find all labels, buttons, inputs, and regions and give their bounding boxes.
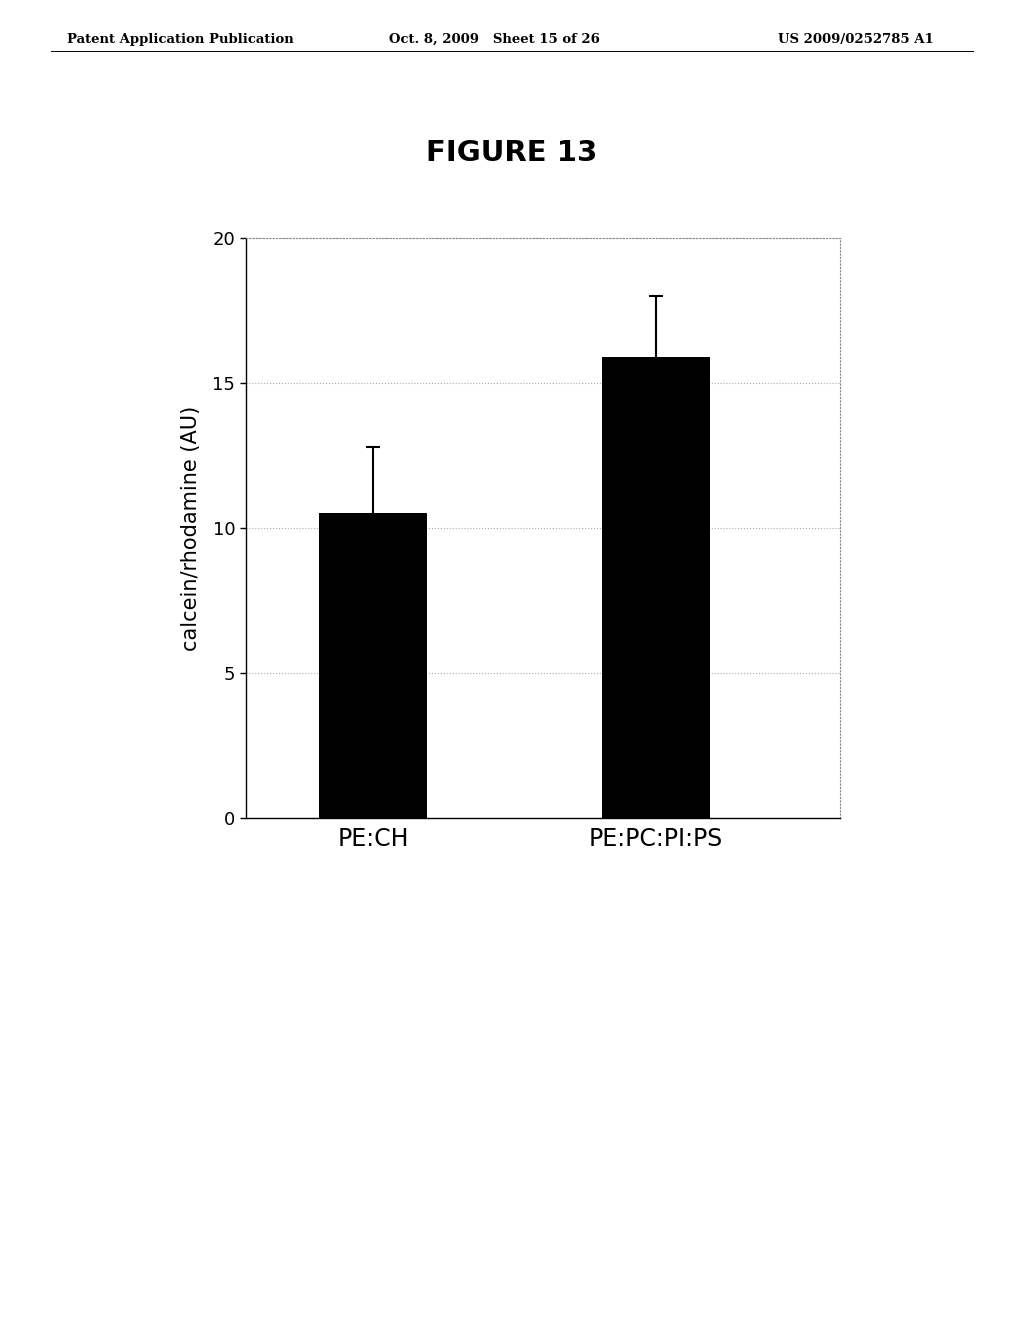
Bar xyxy=(319,513,427,818)
Text: FIGURE 13: FIGURE 13 xyxy=(426,139,598,166)
Text: Oct. 8, 2009   Sheet 15 of 26: Oct. 8, 2009 Sheet 15 of 26 xyxy=(389,33,600,46)
Bar xyxy=(602,356,710,818)
Text: Patent Application Publication: Patent Application Publication xyxy=(67,33,293,46)
Text: US 2009/0252785 A1: US 2009/0252785 A1 xyxy=(778,33,934,46)
Y-axis label: calcein/rhodamine (AU): calcein/rhodamine (AU) xyxy=(181,405,202,651)
